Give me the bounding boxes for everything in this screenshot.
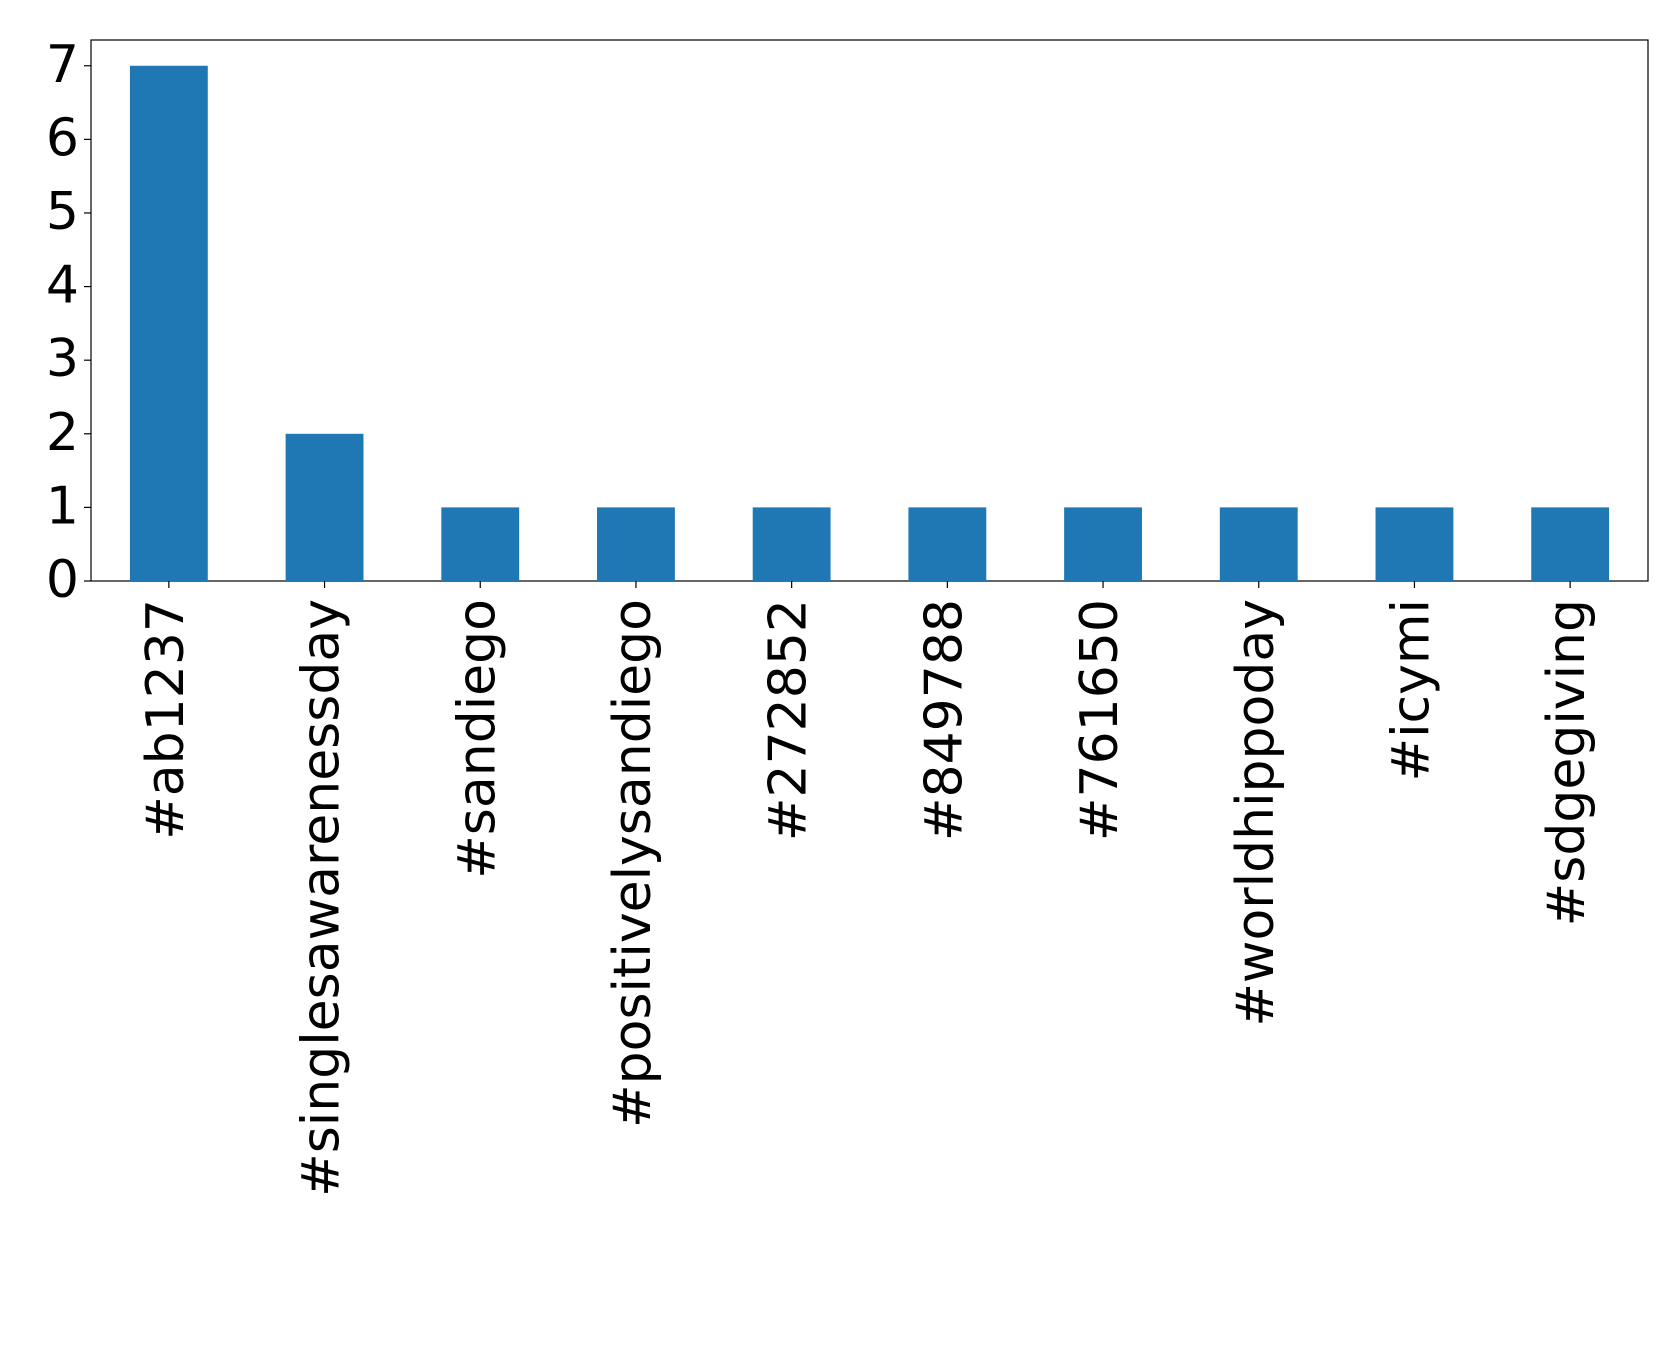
y-tick-label: 1 xyxy=(46,476,79,536)
bar xyxy=(752,507,831,581)
y-tick-label: 4 xyxy=(46,256,79,316)
x-tick-label: #singlesawarenessday xyxy=(292,599,352,1197)
y-tick-label: 2 xyxy=(46,403,79,463)
x-tick-label: #sandiego xyxy=(447,599,507,879)
bar xyxy=(908,507,987,581)
bar xyxy=(1064,507,1142,581)
y-tick-label: 6 xyxy=(46,108,79,168)
y-tick-label: 5 xyxy=(46,182,79,242)
x-tick-label: #272852 xyxy=(759,599,819,841)
x-tick-label: #ab1237 xyxy=(136,599,196,840)
x-tick-label: #sdgegiving xyxy=(1537,599,1597,926)
y-tick-label: 3 xyxy=(46,329,79,389)
x-tick-label: #849788 xyxy=(914,599,974,841)
y-tick-label: 7 xyxy=(46,35,79,95)
bar xyxy=(1375,507,1454,581)
bar xyxy=(441,507,520,581)
y-tick-label: 0 xyxy=(46,550,79,610)
bar xyxy=(285,433,364,581)
bar xyxy=(1219,507,1298,581)
x-tick-label: #worldhippoday xyxy=(1226,599,1286,1027)
x-tick-label: #positivelysandiego xyxy=(603,599,663,1128)
plot-frame xyxy=(90,39,1649,582)
bar xyxy=(129,65,208,581)
bar xyxy=(597,507,675,581)
bar xyxy=(1531,507,1610,581)
x-tick-label: #761650 xyxy=(1070,599,1130,841)
x-tick-label: #icymi xyxy=(1381,599,1441,781)
